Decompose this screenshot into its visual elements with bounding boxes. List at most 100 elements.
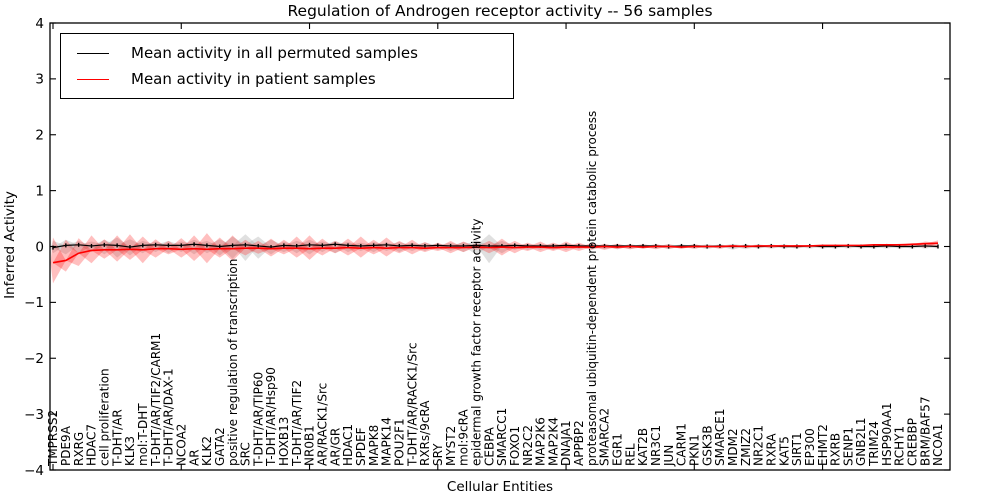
x-axis-label: Cellular Entities: [446, 479, 554, 495]
x-category-label: GATA2: [213, 427, 227, 466]
x-category-label: T-DHT/AR/TIF2/CARM1: [149, 333, 163, 467]
x-category-label: FOXO1: [508, 426, 522, 466]
x-category-label: NCOA1: [931, 424, 945, 466]
y-tick-label: −2: [24, 351, 44, 367]
x-category-label: epidermal growth factor receptor activit…: [469, 219, 483, 466]
permuted-band-segment: [181, 239, 207, 255]
x-category-label: T-DHT/AR/DAX-1: [162, 368, 176, 467]
x-category-label: POU2F1: [393, 418, 407, 466]
x-category-label: NR3C1: [649, 425, 663, 466]
permuted-band-segment: [322, 240, 348, 254]
x-category-label: GNB2L1: [854, 418, 868, 466]
x-category-label: NR2C1: [752, 425, 766, 466]
x-category-label: T-DHT/AR/TIF2: [290, 380, 304, 467]
x-category-label: NCOA2: [174, 424, 188, 466]
x-category-label: EP300: [803, 428, 817, 466]
x-category-label: HDAC1: [341, 424, 355, 466]
x-category-label: MAPK8: [367, 425, 381, 466]
x-category-label: RXRG: [72, 432, 86, 466]
patient-band-segment: [104, 235, 130, 262]
permuted-band-segment: [296, 239, 323, 255]
x-category-label: REL: [623, 443, 637, 466]
x-category-label: RXRB: [829, 433, 843, 466]
x-category-label: PKN1: [688, 434, 702, 466]
y-axis-label: Inferred Activity: [2, 191, 18, 299]
x-category-label: HDAC7: [85, 424, 99, 466]
x-category-label: KLK2: [200, 436, 214, 466]
permuted-line-sample: [77, 52, 109, 54]
patient-band-segment: [91, 239, 118, 259]
x-category-label: RCHY1: [893, 426, 907, 466]
y-ticks: 4 3 2 1 0 −1 −2 −3 −4: [24, 16, 950, 479]
x-ticks: [52, 23, 824, 470]
x-category-label: AR: [187, 449, 201, 466]
x-category-label: TRIM24: [867, 421, 881, 467]
patient-band-segment: [296, 235, 323, 260]
x-category-label: TMPRSS2: [46, 410, 60, 467]
y-tick-label: 3: [35, 72, 44, 88]
patient-band-segment: [78, 235, 105, 264]
permuted-band-segment: [91, 239, 118, 255]
x-category-label: MAPK14: [380, 417, 394, 466]
patient-band-segment: [168, 238, 195, 258]
y-tick-label: −3: [24, 407, 44, 423]
permuted-band-segment: [104, 237, 130, 258]
x-category-label: NR0B1: [303, 425, 317, 466]
x-category-label: EGR1: [611, 433, 625, 466]
x-category-label: MAP2K6: [534, 417, 548, 466]
permuted-band-segment: [219, 236, 246, 259]
permuted-band-segment: [476, 234, 502, 264]
x-category-label: MYST2: [444, 426, 458, 466]
legend-label-patient: Mean activity in patient samples: [131, 70, 376, 88]
y-tick-label: 0: [35, 239, 44, 255]
legend-item-patient: Mean activity in patient samples: [61, 66, 513, 92]
x-category-label: BRM/BAF57: [918, 396, 932, 466]
legend: Mean activity in all permuted samples Me…: [60, 33, 514, 99]
x-category-label: HSP90AA1: [880, 402, 894, 466]
x-category-label: T-DHT/AR: [110, 409, 124, 467]
x-category-label: MAP2K4: [546, 417, 560, 466]
chart-title: Regulation of Androgen receptor activity…: [287, 2, 713, 20]
x-category-label: T-DHT/AR/Hsp90: [264, 367, 278, 467]
x-category-label: mol:9cRA: [457, 409, 471, 466]
x-category-label: EHMT2: [816, 424, 830, 466]
x-category-label: SPDEF: [354, 427, 368, 466]
patient-band-segment: [50, 237, 66, 284]
x-category-label: AR/GR: [328, 428, 342, 466]
y-tick-label: −1: [24, 295, 44, 311]
y-tick-label: −4: [24, 463, 44, 479]
permuted-band-segment: [65, 240, 92, 254]
x-category-label: GSK3B: [700, 425, 714, 466]
patient-band-segment: [155, 240, 182, 255]
patient-band-segment: [373, 237, 400, 257]
x-category-label: proteasomal ubiquitin-dependent protein …: [585, 111, 599, 466]
legend-label-permuted: Mean activity in all permuted samples: [131, 44, 418, 62]
patient-band-segment: [53, 239, 79, 272]
y-tick-label: 2: [35, 128, 44, 144]
x-category-label: SIRT1: [790, 432, 804, 466]
x-category-label: KLK3: [123, 436, 137, 466]
x-category-label: mol:T-DHT: [136, 403, 150, 466]
y-tick-label: 4: [35, 16, 44, 32]
x-category-label: SMARCE1: [713, 408, 727, 466]
x-category-label: HOXB13: [277, 417, 291, 466]
x-category-label: CARM1: [675, 423, 689, 466]
x-category-label: KAT5: [777, 436, 791, 466]
x-category-label: MDM2: [726, 428, 740, 466]
x-category-label: RXRA: [764, 433, 778, 466]
patient-band-segment: [194, 233, 220, 264]
x-category-label: AR/RACK1/Src: [316, 383, 330, 466]
x-category-label: DNAJA1: [559, 420, 573, 466]
x-category-label: SENP1: [841, 427, 855, 466]
x-category-label: KAT2B: [636, 428, 650, 466]
x-category-label: cell proliferation: [98, 368, 112, 466]
legend-item-permuted: Mean activity in all permuted samples: [61, 40, 513, 66]
x-category-label: JUN: [662, 445, 676, 467]
permuted-band: [50, 234, 938, 264]
x-category-label: T-DHT/AR/RACK1/Src: [405, 343, 419, 467]
x-category-label: T-DHT/AR/TIP60: [251, 372, 265, 467]
x-category-label: RXRs/9cRA: [418, 400, 432, 466]
y-tick-label: 1: [35, 183, 44, 199]
